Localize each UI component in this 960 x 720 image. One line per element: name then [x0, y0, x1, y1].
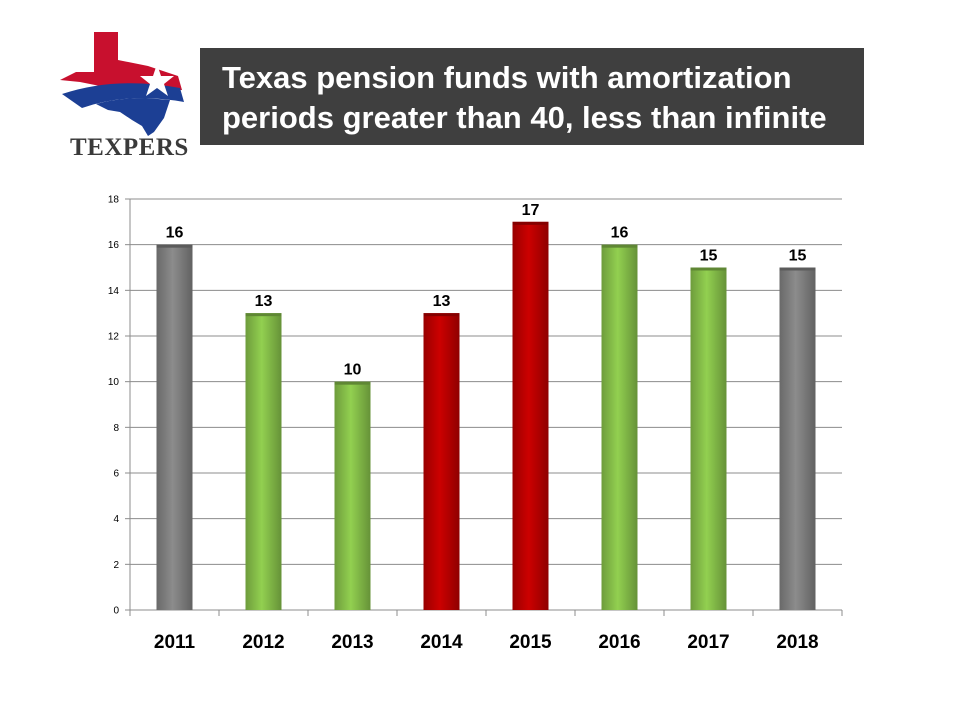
- title-box: Texas pension funds with amortization pe…: [200, 48, 864, 145]
- y-tick-label: 2: [113, 560, 119, 571]
- bar: [334, 381, 371, 610]
- y-tick-label: 8: [113, 423, 119, 434]
- x-tick-label: 2013: [331, 632, 373, 653]
- data-label: 13: [255, 293, 273, 310]
- y-tick-label: 0: [113, 606, 119, 617]
- data-label: 15: [700, 248, 718, 265]
- bar: [156, 244, 193, 610]
- bar-top-edge: [245, 313, 282, 317]
- x-tick-label: 2015: [509, 632, 552, 653]
- y-tick-label: 12: [108, 332, 120, 343]
- x-tick-label: 2017: [687, 632, 729, 653]
- bar: [601, 244, 638, 610]
- texpers-logo: TEXPERS: [56, 28, 190, 164]
- x-tick-label: 2018: [776, 632, 818, 653]
- bar-top-edge: [334, 381, 371, 385]
- bar: [245, 313, 282, 610]
- bar-top-edge: [156, 244, 193, 248]
- bar: [423, 313, 460, 610]
- bar-top-edge: [690, 267, 727, 271]
- data-label: 17: [522, 202, 540, 219]
- x-tick-label: 2016: [598, 632, 640, 653]
- bar: [512, 221, 549, 611]
- data-label: 16: [611, 225, 629, 242]
- bar-top-edge: [779, 267, 816, 271]
- bar: [690, 267, 727, 610]
- bar: [779, 267, 816, 610]
- bar-top-edge: [601, 244, 638, 248]
- data-label: 10: [344, 362, 362, 379]
- x-tick-label: 2012: [242, 632, 284, 653]
- title-line-2: periods greater than 40, less than infin…: [222, 100, 827, 135]
- y-tick-label: 14: [108, 286, 120, 297]
- data-label: 15: [789, 248, 807, 265]
- bar-top-edge: [423, 313, 460, 317]
- x-tick-label: 2011: [154, 632, 196, 653]
- bar-top-edge: [512, 221, 549, 225]
- y-tick-label: 18: [108, 195, 120, 206]
- y-tick-label: 10: [108, 377, 120, 388]
- data-label: 13: [433, 293, 451, 310]
- x-tick-label: 2014: [420, 632, 463, 653]
- y-tick-label: 4: [113, 514, 119, 525]
- y-tick-label: 16: [108, 240, 120, 251]
- logo-text: TEXPERS: [70, 134, 189, 161]
- title-line-1: Texas pension funds with amortization: [222, 60, 792, 95]
- texas-map-icon: [60, 32, 184, 136]
- y-tick-label: 6: [113, 469, 119, 480]
- data-label: 16: [166, 225, 184, 242]
